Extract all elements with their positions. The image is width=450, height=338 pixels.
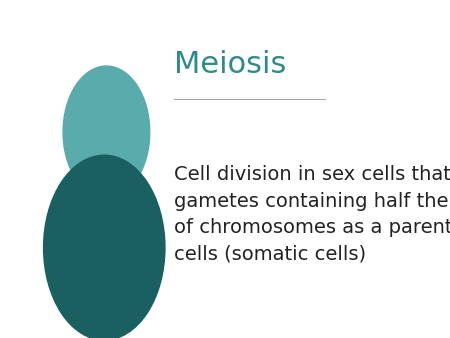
Circle shape [63,66,150,198]
Circle shape [44,155,165,338]
Text: Meiosis: Meiosis [174,50,286,79]
Text: Cell division in sex cells that produces
gametes containing half the number
of c: Cell division in sex cells that produces… [174,165,450,264]
